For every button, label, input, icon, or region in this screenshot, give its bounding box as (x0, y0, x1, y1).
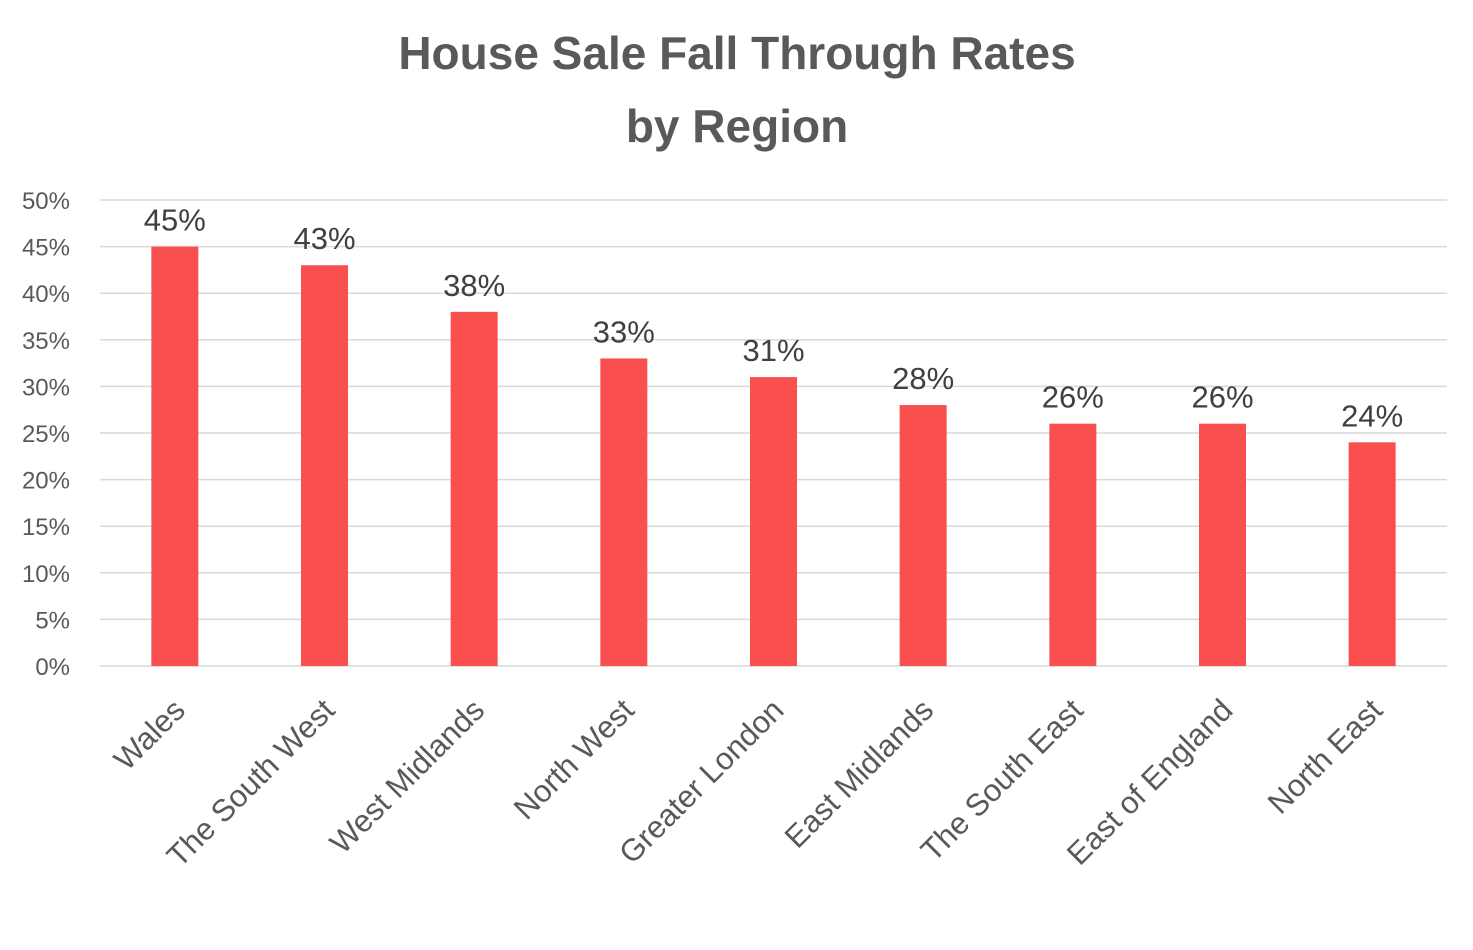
category-label: West Midlands (323, 692, 491, 860)
bar (151, 246, 199, 666)
data-label: 43% (293, 221, 355, 256)
bar (450, 311, 498, 666)
chart-subtitle: by Region (626, 100, 848, 152)
bar (1348, 442, 1396, 666)
y-tick-label: 30% (22, 374, 70, 401)
bar (1049, 423, 1097, 666)
data-label: 45% (144, 203, 206, 238)
category-label: East Midlands (778, 692, 940, 854)
category-label: Greater London (612, 692, 790, 870)
data-label: 28% (892, 361, 954, 396)
y-tick-label: 15% (22, 514, 70, 541)
category-label: The South East (914, 692, 1090, 868)
y-tick-label: 0% (35, 654, 70, 681)
y-tick-label: 25% (22, 421, 70, 448)
bar (899, 405, 947, 666)
chart-title: House Sale Fall Through Rates (398, 27, 1075, 79)
y-tick-label: 5% (35, 607, 70, 634)
bar (1199, 423, 1246, 666)
data-labels: 45% 43% 38% 33% 31% 28% 26% 26% 24% (144, 203, 1403, 434)
bar (600, 358, 648, 666)
bar (750, 377, 797, 666)
y-tick-label: 40% (22, 281, 70, 308)
bar (301, 265, 348, 666)
category-label: North East (1261, 692, 1390, 821)
data-label: 24% (1341, 398, 1403, 433)
y-tick-label: 10% (22, 561, 70, 588)
category-label: Wales (107, 692, 192, 777)
data-label: 26% (1042, 380, 1104, 415)
y-tick-label: 50% (22, 188, 70, 215)
data-label: 26% (1191, 380, 1253, 415)
y-tick-label: 35% (22, 328, 70, 355)
data-label: 33% (593, 314, 655, 349)
category-label: North West (507, 692, 641, 826)
y-tick-label: 20% (22, 468, 70, 495)
bars (151, 246, 1396, 666)
data-label: 38% (443, 268, 505, 303)
data-label: 31% (742, 333, 804, 368)
y-axis-ticks: 0% 5% 10% 15% 20% 25% 30% 35% 40% 45% 50% (22, 188, 70, 681)
y-tick-label: 45% (22, 235, 70, 262)
